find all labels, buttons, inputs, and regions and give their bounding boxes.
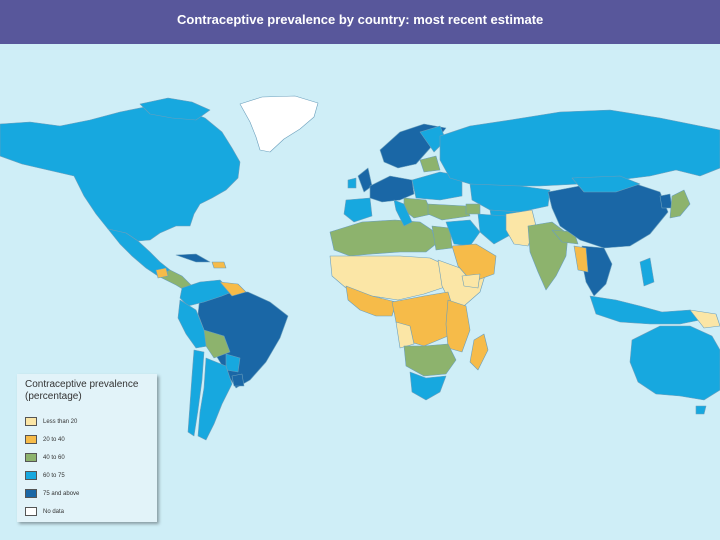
region-congo-west [395,321,415,349]
legend-swatch [25,471,37,480]
world-map [0,95,720,441]
region-myanmar [573,245,589,273]
region-venezuela-colombia [179,279,233,307]
legend-swatch [25,453,37,462]
region-north-korea [659,193,673,209]
region-iran [477,213,513,245]
region-ireland [347,177,357,189]
region-south-africa [409,371,447,401]
legend: Contraceptive prevalence (percentage) Le… [17,374,157,522]
legend-label: 40 to 60 [43,454,65,461]
legend-item: No data [25,506,64,517]
legend-item: 60 to 75 [25,470,65,481]
map-title: Contraceptive prevalence by country: mos… [177,12,544,27]
region-sahel [329,255,457,301]
region-indonesia [589,295,701,325]
region-arctic-islands [139,97,211,121]
legend-item: Less than 20 [25,416,77,427]
region-east-africa [445,299,471,353]
region-peru-ecuador [177,299,209,349]
legend-label: Less than 20 [43,418,78,425]
region-madagascar [469,333,489,371]
legend-label: No data [43,508,65,515]
region-paraguay [225,353,241,373]
legend-swatch [25,435,37,444]
region-chile [187,349,205,437]
region-guianas [219,281,247,297]
region-yemen [461,273,481,289]
region-haiti [211,261,227,269]
region-russia [439,109,720,187]
region-argentina [197,357,233,441]
legend-swatch [25,507,37,516]
region-southern-africa-north [403,343,457,377]
region-arabia [451,243,497,283]
region-greenland [239,95,319,153]
region-western-europe [369,175,415,203]
region-west-africa [345,285,397,317]
legend-label: 20 to 40 [43,436,65,443]
legend-label: 60 to 75 [43,472,65,479]
region-north-africa [329,219,437,257]
region-turkey [427,203,471,221]
region-uruguay [231,373,245,387]
region-australia [629,325,720,401]
region-north-america [0,105,241,242]
legend-item: 75 and above [25,488,79,499]
region-afghanistan-pakistan [505,209,537,247]
region-cuba [175,253,211,263]
region-iberia [343,197,373,223]
region-tasmania [695,405,707,415]
region-india [527,221,569,291]
region-middle-east [445,219,481,247]
legend-item: 20 to 40 [25,434,65,445]
region-guatemala [155,267,169,279]
region-kazakhstan [469,183,551,213]
header-bar: Contraceptive prevalence by country: mos… [0,0,720,44]
region-baltic [419,155,441,173]
region-caucasus [465,203,481,215]
legend-swatch [25,489,37,498]
region-mongolia [571,175,641,193]
region-italy [393,199,413,227]
legend-item: 40 to 60 [25,452,65,463]
legend-label: 75 and above [43,490,80,497]
region-philippines [639,257,655,287]
region-eastern-europe [411,171,463,201]
region-png [689,309,720,329]
legend-title: Contraceptive prevalence (percentage) [25,379,139,402]
legend-swatch [25,417,37,426]
region-bolivia [203,329,231,359]
region-egypt [431,225,453,251]
region-japan [669,189,691,219]
